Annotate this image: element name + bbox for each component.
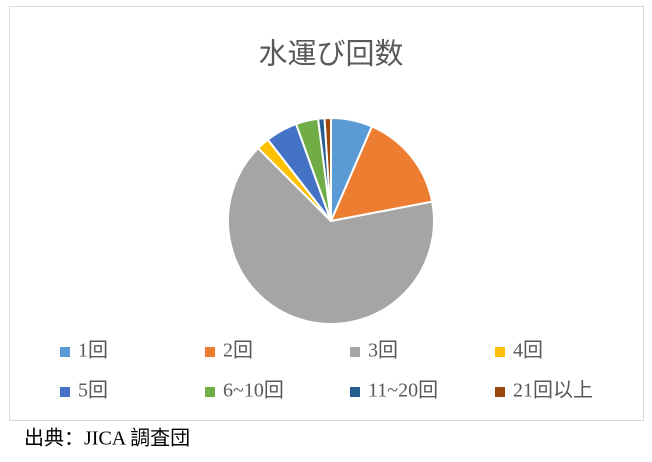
legend-swatch bbox=[60, 387, 70, 397]
legend-swatch bbox=[495, 347, 505, 357]
legend-label: 4回 bbox=[513, 340, 543, 362]
legend-swatch bbox=[350, 387, 360, 397]
legend-label: 1回 bbox=[78, 340, 108, 362]
legend-label: 6~10回 bbox=[223, 380, 284, 402]
legend-label: 11~20回 bbox=[368, 380, 438, 402]
legend-label: 2回 bbox=[223, 340, 253, 362]
source-note: 出典：JICA 調査団 bbox=[24, 427, 190, 450]
legend-swatch bbox=[60, 347, 70, 357]
legend-swatch bbox=[205, 387, 215, 397]
pie-slice bbox=[227, 146, 435, 325]
legend-label: 5回 bbox=[78, 380, 108, 402]
legend-swatch bbox=[495, 387, 505, 397]
pie-slice bbox=[323, 116, 332, 222]
chart-title: 水運び回数 bbox=[258, 38, 403, 71]
pie-slice bbox=[329, 125, 434, 223]
legend-label: 21回以上 bbox=[513, 379, 593, 402]
legend-swatch bbox=[350, 347, 360, 357]
legend-label: 3回 bbox=[368, 340, 398, 362]
legend-swatch bbox=[205, 347, 215, 357]
